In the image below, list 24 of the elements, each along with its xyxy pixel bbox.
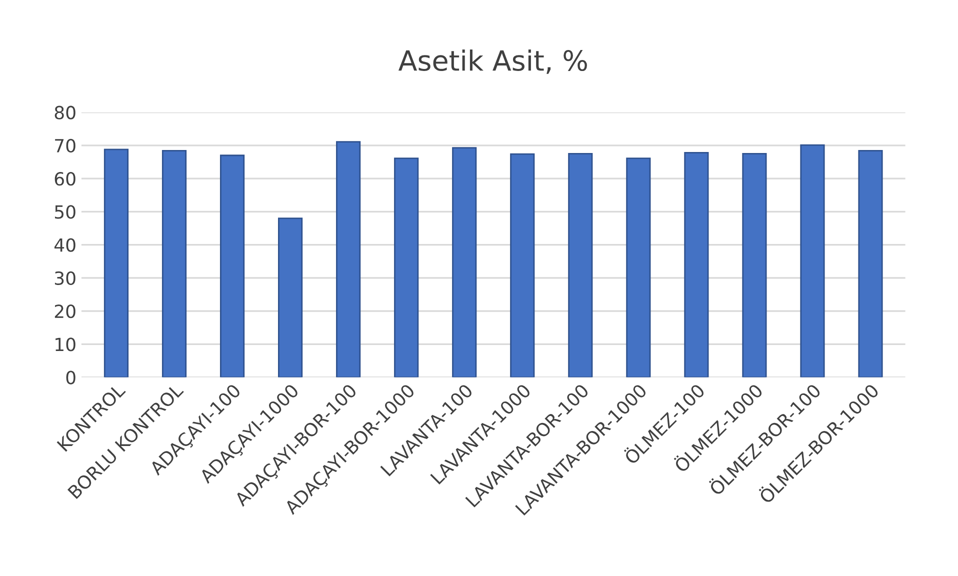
bar <box>858 150 883 378</box>
bar <box>278 218 303 378</box>
y-tick-label: 20 <box>54 304 76 318</box>
y-tick-label: 10 <box>56 338 76 352</box>
bar <box>220 154 245 378</box>
chart-title: Asetik Asit, % <box>398 50 587 74</box>
y-tick-label: 30 <box>54 271 76 286</box>
y-tick-label: 70 <box>55 138 76 153</box>
bar <box>104 148 129 378</box>
bar <box>510 153 535 378</box>
bar <box>452 147 477 378</box>
y-tick-label: 60 <box>54 172 76 186</box>
bar <box>684 152 709 378</box>
bar <box>394 158 419 378</box>
bar <box>626 158 651 378</box>
y-tick-label: 50 <box>54 205 76 219</box>
bar <box>568 153 593 378</box>
y-tick-label: 80 <box>54 106 76 120</box>
y-tick-label: 40 <box>54 238 76 252</box>
bar <box>162 150 187 378</box>
bar <box>800 144 825 378</box>
bar <box>336 141 361 378</box>
y-tick-label: 0 <box>66 370 76 384</box>
bar <box>742 153 767 378</box>
